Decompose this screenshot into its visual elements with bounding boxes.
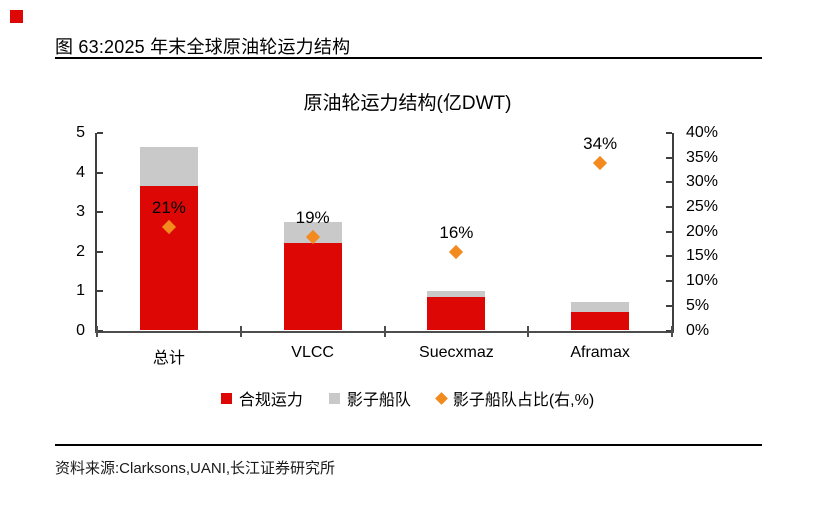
legend-label: 影子船队占比(右,%)	[452, 392, 595, 409]
legend-square-icon	[220, 392, 232, 404]
chart-title: 原油轮运力结构(亿DWT)	[303, 93, 512, 114]
bar-segment-shadow	[571, 302, 630, 312]
source-note: 资料来源:Clarksons,UANI,长江证券研究所	[55, 460, 336, 477]
y-axis-right-tick	[666, 280, 672, 283]
y-axis-left-tick	[97, 132, 103, 134]
legend-label: 合规运力	[238, 392, 303, 409]
x-axis-tick	[96, 325, 98, 337]
legend-diamond-icon	[434, 391, 448, 405]
y-axis-right-tick	[666, 132, 672, 134]
y-axis-right-tick-label: 20%	[686, 222, 719, 240]
legend-item: 影子船队	[328, 386, 411, 410]
y-axis-left-tick-label: 4	[76, 163, 85, 181]
legend-label: 影子船队	[346, 392, 411, 409]
x-axis-category-label: Suecxmaz	[419, 343, 494, 361]
y-axis-left-tick-label: 0	[76, 321, 85, 339]
y-axis-right-tick-label: 15%	[686, 247, 719, 265]
scatter-point-diamond	[593, 155, 608, 170]
y-axis-right-tick-label: 40%	[686, 124, 719, 141]
y-axis-left-tick	[97, 211, 103, 213]
bar-segment-shadow	[427, 290, 486, 297]
y-axis-right-tick	[666, 181, 672, 184]
figure-header: 图 63:2025 年末全球原油轮运力结构	[55, 37, 351, 57]
y-axis-left-line	[95, 133, 97, 333]
legend-item: 合规运力	[220, 386, 303, 410]
data-label: 16%	[439, 222, 474, 242]
y-axis-right-tick-label: 10%	[686, 272, 719, 290]
y-axis-right-line	[672, 133, 674, 333]
footer-divider	[55, 444, 762, 446]
x-axis-category-label: Aframax	[570, 343, 630, 361]
x-axis-tick	[671, 325, 673, 337]
y-axis-right-tick	[666, 329, 672, 332]
y-axis-right-tick-label: 35%	[686, 148, 719, 166]
header-divider	[55, 57, 762, 59]
x-axis-category-label: 总计	[152, 349, 185, 367]
bar-segment-compliant	[427, 296, 486, 331]
data-label: 34%	[583, 133, 618, 153]
bar-segment-compliant	[571, 311, 630, 331]
y-axis-right-tick	[666, 230, 672, 233]
y-axis-left-tick-label: 5	[76, 124, 85, 141]
bar-segment-shadow	[139, 146, 198, 186]
chart-legend: 合规运力 影子船队 影子船队占比(右,%)	[55, 386, 760, 410]
legend-square-icon	[328, 392, 340, 404]
x-axis-tick	[527, 325, 530, 337]
y-axis-right-tick-label: 5%	[686, 296, 710, 314]
legend-item: 影子船队占比(右,%)	[434, 386, 595, 410]
red-corner-marker	[10, 10, 23, 23]
x-axis-tick	[239, 325, 242, 337]
bar-segment-compliant	[139, 185, 198, 331]
y-axis-right-tick-label: 30%	[686, 173, 719, 191]
x-axis-tick	[383, 325, 386, 337]
y-axis-left-tick	[97, 290, 103, 292]
y-axis-right-tick	[666, 156, 672, 159]
bar-segment-compliant	[283, 242, 342, 331]
y-axis-right-tick	[666, 304, 672, 307]
y-axis-left-tick-label: 2	[76, 242, 85, 260]
y-axis-left-tick	[97, 171, 103, 174]
data-label: 21%	[151, 197, 186, 217]
y-axis-right-tick-label: 0%	[686, 321, 710, 339]
scatter-point-diamond	[449, 244, 464, 259]
y-axis-right-tick-label: 25%	[686, 198, 719, 216]
y-axis-left-tick-label: 3	[76, 203, 85, 220]
data-label: 19%	[295, 207, 330, 227]
y-axis-left-tick-label: 1	[76, 282, 85, 299]
y-axis-right-tick	[666, 255, 672, 258]
y-axis-left-tick	[97, 329, 103, 332]
y-axis-left-tick	[97, 250, 103, 253]
y-axis-right-tick	[666, 206, 672, 209]
x-axis-category-label: VLCC	[291, 343, 334, 361]
